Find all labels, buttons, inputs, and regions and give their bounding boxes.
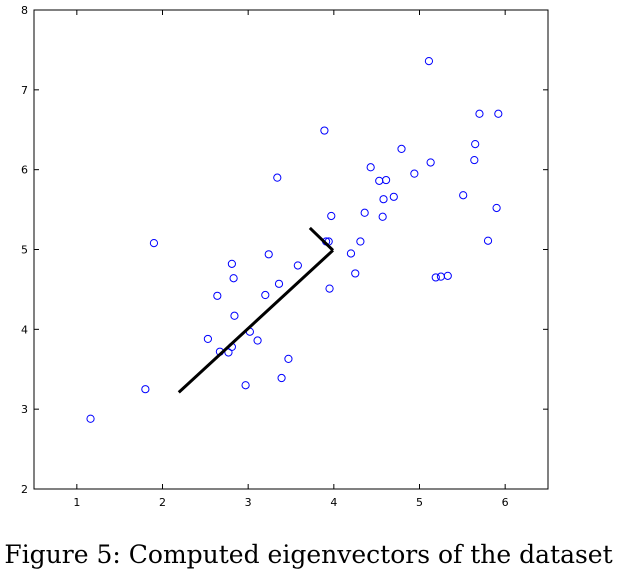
data-point: [327, 211, 336, 221]
data-point: [366, 163, 375, 172]
data-point: [470, 155, 479, 165]
data-point: [325, 284, 334, 293]
x-tick-label: 5: [416, 496, 423, 509]
data-point: [230, 311, 239, 320]
data-point: [443, 271, 452, 280]
data-point: [459, 191, 468, 200]
data-point: [494, 109, 503, 118]
y-tick-label: 2: [21, 483, 28, 496]
data-point: [261, 290, 270, 300]
data-point: [213, 291, 222, 300]
data-point: [351, 269, 360, 278]
data-point: [397, 144, 406, 154]
data-point: [346, 249, 356, 258]
data-point: [492, 203, 501, 213]
data-point: [426, 158, 435, 167]
data-point: [241, 381, 250, 390]
y-tick-label: 8: [21, 4, 28, 17]
data-point: [149, 239, 159, 248]
x-tick-label: 1: [73, 496, 80, 509]
data-point: [431, 273, 440, 282]
x-tick-label: 4: [330, 496, 337, 509]
plot-frame: [33, 9, 549, 490]
data-point: [274, 279, 284, 288]
data-points: [86, 56, 503, 423]
scatter-plot: 1 2 3 4 5 6 2 3 4 5 6 7 8: [21, 4, 549, 509]
data-point: [273, 173, 282, 182]
y-tick-label: 6: [21, 164, 28, 177]
data-point: [293, 261, 302, 270]
y-tick-label: 3: [21, 403, 28, 416]
data-point: [227, 259, 236, 268]
data-point: [320, 126, 329, 135]
axis-ticks: 1 2 3 4 5 6 2 3 4 5 6 7 8: [21, 4, 548, 509]
x-tick-label: 2: [159, 496, 166, 509]
data-point: [378, 212, 387, 221]
x-tick-label: 3: [245, 496, 252, 509]
data-point: [410, 169, 419, 178]
eigenvectors: [177, 226, 335, 394]
data-point: [483, 236, 493, 245]
figure-caption: Figure 5: Computed eigenvectors of the d…: [4, 540, 613, 569]
data-point: [475, 109, 484, 118]
y-tick-label: 4: [21, 323, 28, 336]
x-tick-label: 6: [502, 496, 509, 509]
data-point: [356, 237, 365, 246]
eigenvector-line: [308, 226, 335, 252]
data-point: [229, 274, 238, 283]
y-tick-label: 7: [21, 84, 28, 97]
data-point: [277, 373, 286, 383]
eigenvector-line: [177, 249, 334, 394]
data-point: [471, 140, 480, 149]
data-point: [379, 195, 388, 204]
data-point: [203, 334, 213, 344]
data-point: [381, 175, 391, 185]
data-point: [86, 414, 95, 423]
data-point: [360, 208, 369, 217]
data-point: [253, 336, 262, 345]
y-tick-label: 5: [21, 244, 28, 257]
data-point: [375, 176, 384, 185]
data-point: [436, 272, 446, 281]
data-point: [141, 385, 150, 394]
data-point: [264, 250, 273, 259]
data-point: [424, 56, 434, 66]
data-point: [389, 192, 398, 201]
data-point: [284, 354, 293, 363]
